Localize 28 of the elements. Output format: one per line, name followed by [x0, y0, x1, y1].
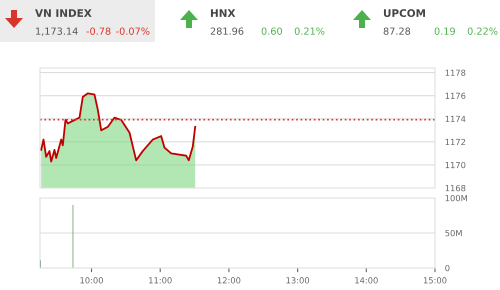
text: 0.19 — [434, 27, 455, 35]
text: 1,173.14 — [36, 27, 78, 36]
text: -0.78 — [86, 27, 110, 35]
y-tick-label: 1172 — [446, 138, 466, 146]
y-tick-label: 1176 — [446, 92, 466, 99]
y-tick-label: 1174 — [446, 116, 466, 122]
y-tick-label: 1178 — [446, 70, 466, 76]
x-tick-label: 14:00 — [355, 277, 378, 284]
text: VN INDEX — [35, 9, 92, 17]
x-tick-label: 15:00 — [424, 277, 446, 284]
line-series — [40, 92, 196, 162]
text: 0.22% — [468, 27, 498, 35]
y-tick-label: 1170 — [446, 162, 466, 168]
x-tick-label: 12:00 — [218, 277, 240, 284]
y-tick-label: 1168 — [446, 184, 466, 192]
x-tick-label: 10:00 — [80, 277, 103, 284]
text: 0.21% — [294, 27, 324, 35]
text: -0.07% — [116, 27, 150, 35]
x-tick-label: 13:00 — [286, 277, 310, 284]
text: 0.60 — [262, 27, 282, 35]
y-tick-label: 50M — [445, 230, 462, 236]
text: UPCOM — [384, 9, 425, 18]
y-tick-label: 0 — [445, 264, 450, 272]
text: HNX — [210, 9, 236, 17]
text: 87.28 — [384, 27, 410, 35]
x-tick-label: 11:00 — [149, 277, 172, 284]
y-tick-label: 100M — [446, 194, 468, 202]
text: 281.96 — [210, 27, 244, 35]
